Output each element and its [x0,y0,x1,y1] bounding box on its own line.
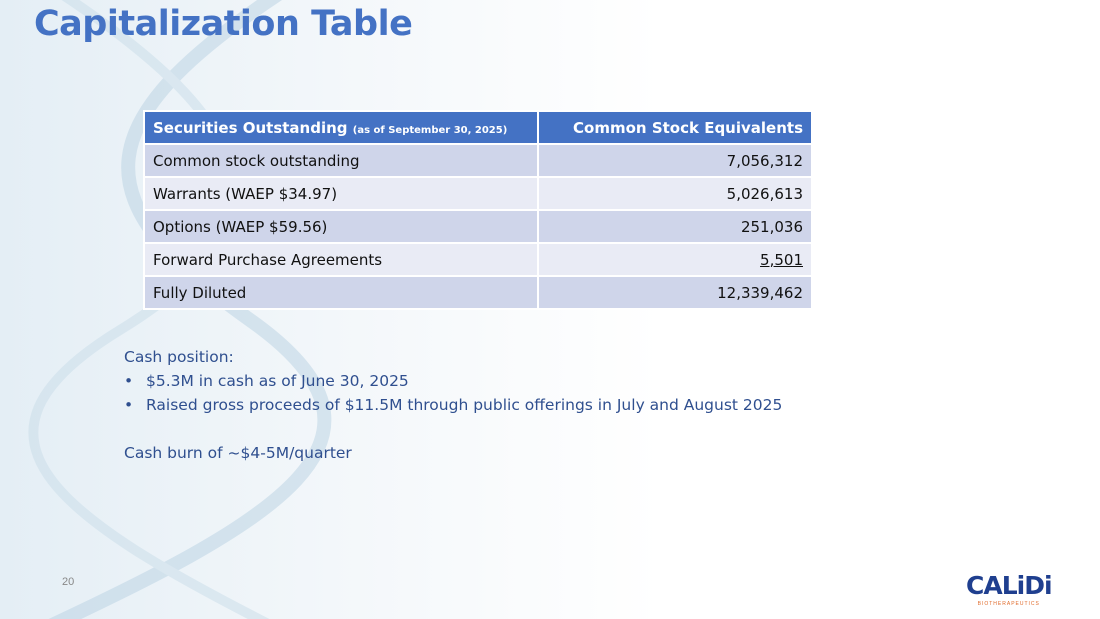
notes: Cash position: $5.3M in cash as of June … [124,345,782,465]
header-securities: Securities Outstanding [153,118,348,137]
logo-tagline: BIOTHERAPEUTICS [977,601,1040,607]
row-value: 5,501 [760,250,803,269]
page-number: 20 [62,576,75,588]
header-date-note: (as of September 30, 2025) [352,124,508,136]
dna-helix-background [28,0,332,619]
logo-wordmark: CALiDi [966,571,1053,600]
cash-position-heading: Cash position: [124,348,234,366]
page-title: Capitalization Table [34,4,413,44]
company-logo: CALiDi BIOTHERAPEUTICS [966,571,1053,608]
row-label: Common stock outstanding [143,143,539,178]
row-label: Warrants (WAEP $34.97) [143,176,539,211]
row-label: Fully Diluted [143,275,539,310]
table-row: Forward Purchase Agreements 5,501 [143,242,813,277]
cap-table: Securities Outstanding (as of September … [143,110,813,310]
cash-bullets: $5.3M in cash as of June 30, 2025 Raised… [124,369,782,417]
table-row: Warrants (WAEP $34.97) 5,026,613 [143,176,813,211]
header-equivalents: Common Stock Equivalents [537,110,813,145]
bullet-item: Raised gross proceeds of $11.5M through … [124,393,782,417]
row-value: 7,056,312 [537,143,813,178]
row-value: 12,339,462 [537,275,813,310]
table-header: Securities Outstanding (as of September … [143,110,813,145]
table-row: Common stock outstanding 7,056,312 [143,143,813,178]
table-row-total: Fully Diluted 12,339,462 [143,275,813,310]
row-value: 5,026,613 [537,176,813,211]
row-label: Options (WAEP $59.56) [143,209,539,244]
cash-burn: Cash burn of ~$4-5M/quarter [124,444,352,462]
table-row: Options (WAEP $59.56) 251,036 [143,209,813,244]
row-value: 251,036 [537,209,813,244]
row-label: Forward Purchase Agreements [143,242,539,277]
bullet-item: $5.3M in cash as of June 30, 2025 [124,369,782,393]
